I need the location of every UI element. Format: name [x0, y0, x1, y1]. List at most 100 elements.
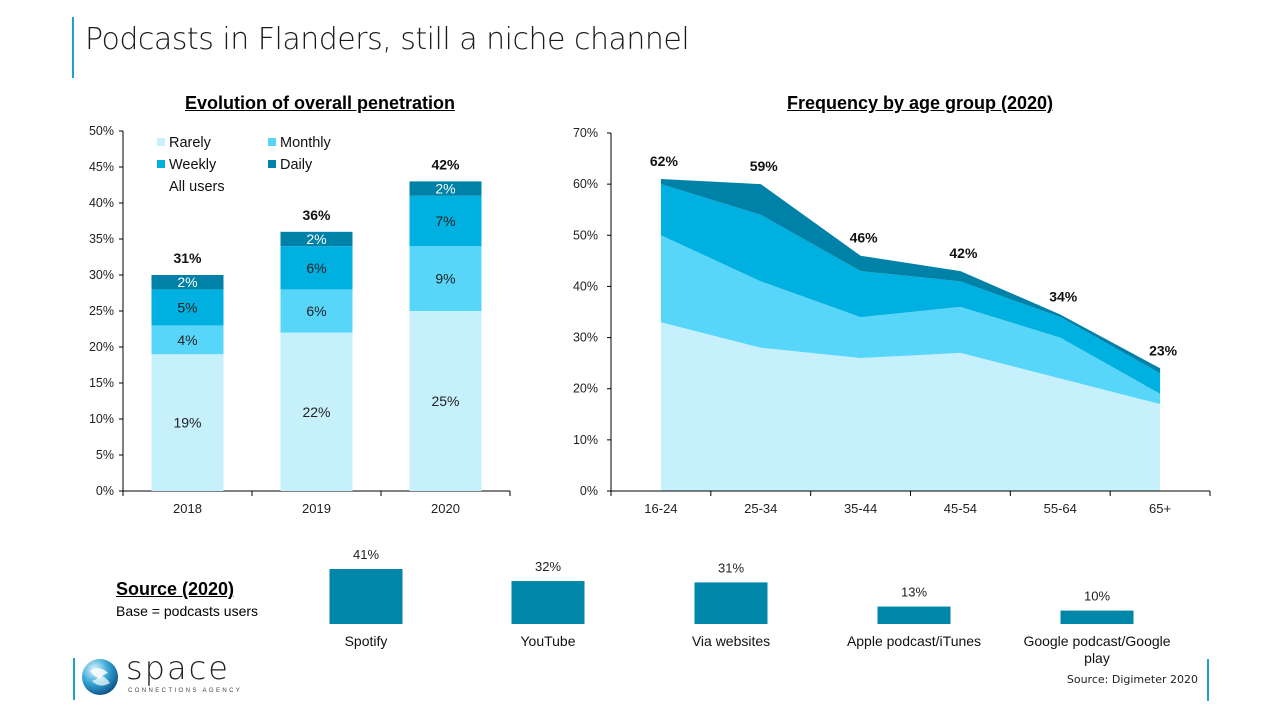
- y-tick-label: 10%: [89, 412, 114, 426]
- source-value-label: 13%: [901, 585, 927, 600]
- data-label: 9%: [435, 271, 455, 287]
- total-label: 42%: [431, 156, 460, 172]
- y-tick-label: 30%: [89, 268, 114, 282]
- y-tick-label: 20%: [573, 382, 598, 396]
- data-label: 22%: [302, 404, 330, 420]
- bar-segment-daily: [280, 231, 353, 247]
- globe-icon: [82, 659, 118, 695]
- total-label: 34%: [1049, 289, 1078, 305]
- age-chart-title: Frequency by age group (2020): [786, 93, 1054, 113]
- y-tick-label: 35%: [89, 232, 114, 246]
- source-bar: [1060, 610, 1134, 624]
- y-tick-label: 0%: [580, 484, 598, 498]
- source-section-title: Source (2020): [116, 579, 235, 599]
- footer-accent-line: [1207, 659, 1209, 701]
- total-label: 23%: [1149, 342, 1178, 358]
- source-category-label: YouTube: [520, 633, 575, 649]
- page-title: Podcasts in Flanders, still a niche chan…: [85, 22, 690, 57]
- data-label: 2%: [177, 274, 197, 290]
- space-logo: space CONNECTIONS AGENCY: [80, 649, 250, 700]
- total-label: 36%: [302, 207, 331, 223]
- total-label: 42%: [949, 245, 978, 261]
- bar-segment-monthly: [151, 325, 224, 355]
- source-bar: [329, 569, 403, 624]
- footer-source: Source: Digimeter 2020: [1066, 673, 1198, 686]
- source-bar: [877, 606, 951, 624]
- bar-segment-rarely: [151, 354, 224, 491]
- y-tick-label: 10%: [573, 433, 598, 447]
- x-tick-label: 2020: [431, 501, 460, 516]
- logo-accent-line: [73, 658, 75, 700]
- area-monthly: [660, 235, 1161, 405]
- bar-segment-daily: [409, 181, 482, 196]
- y-tick-label: 45%: [89, 160, 114, 174]
- source-category-label: Spotify: [345, 633, 388, 649]
- source-section-base: Base = podcasts users: [116, 603, 259, 619]
- y-tick-label: 5%: [96, 448, 114, 462]
- data-label: 2%: [435, 181, 455, 197]
- title-accent-line: [72, 17, 74, 78]
- legend-label: Monthly: [280, 135, 332, 151]
- total-label: 46%: [850, 230, 879, 246]
- y-tick-label: 0%: [96, 484, 114, 498]
- x-tick-label: 35-44: [844, 501, 877, 516]
- source-category-label: Apple podcast/iTunes: [847, 633, 981, 649]
- x-tick-label: 16-24: [644, 501, 677, 516]
- source-value-label: 10%: [1084, 589, 1110, 604]
- bar-segment-weekly: [151, 289, 224, 326]
- legend-swatch-weekly: [157, 160, 165, 168]
- y-tick-label: 40%: [573, 279, 598, 293]
- data-label: 25%: [431, 393, 459, 409]
- bar-segment-rarely: [280, 332, 353, 491]
- y-tick-label: 70%: [573, 126, 598, 140]
- legend-swatch-rarely: [157, 138, 165, 146]
- y-tick-label: 50%: [89, 124, 114, 138]
- x-tick-label: 25-34: [744, 501, 777, 516]
- legend-swatch-daily: [268, 160, 276, 168]
- y-tick-label: 25%: [89, 304, 114, 318]
- y-tick-label: 40%: [89, 196, 114, 210]
- source-category-label: Via websites: [692, 633, 770, 649]
- legend-label: Weekly: [169, 157, 217, 173]
- legend-label: Rarely: [169, 135, 212, 151]
- legend-label: All users: [169, 179, 225, 195]
- data-label: 7%: [435, 213, 455, 229]
- source-category-label: play: [1084, 650, 1110, 666]
- source-bar: [694, 582, 768, 624]
- x-tick-label: 2019: [302, 501, 331, 516]
- bar-segment-monthly: [280, 289, 353, 333]
- x-tick-label: 2018: [173, 501, 202, 516]
- source-category-label: Google podcast/Google: [1023, 633, 1170, 649]
- legend-label: Daily: [280, 157, 313, 173]
- source-value-label: 31%: [718, 560, 744, 575]
- y-tick-label: 20%: [89, 340, 114, 354]
- total-label: 62%: [650, 153, 679, 169]
- data-label: 6%: [306, 260, 326, 276]
- bar-segment-rarely: [409, 311, 482, 491]
- total-label: 59%: [750, 158, 779, 174]
- logo-tagline: CONNECTIONS AGENCY: [128, 688, 243, 694]
- x-tick-label: 65+: [1149, 501, 1171, 516]
- area-weekly: [660, 184, 1161, 394]
- data-label: 19%: [173, 415, 201, 431]
- bar-segment-monthly: [409, 246, 482, 311]
- bar-segment-daily: [151, 275, 224, 290]
- area-daily: [660, 179, 1161, 374]
- source-value-label: 41%: [353, 547, 379, 562]
- data-label: 5%: [177, 299, 197, 315]
- x-tick-label: 55-64: [1044, 501, 1077, 516]
- legend-swatch-monthly: [268, 138, 276, 146]
- total-label: 31%: [173, 250, 202, 266]
- y-tick-label: 15%: [89, 376, 114, 390]
- bar-segment-weekly: [409, 195, 482, 247]
- y-tick-label: 30%: [573, 331, 598, 345]
- logo-wordmark: space: [126, 649, 230, 687]
- x-tick-label: 45-54: [944, 501, 977, 516]
- data-label: 4%: [177, 332, 197, 348]
- y-tick-label: 60%: [573, 177, 598, 191]
- source-value-label: 32%: [535, 559, 561, 574]
- penetration-chart-title: Evolution of overall penetration: [184, 93, 456, 113]
- data-label: 6%: [306, 303, 326, 319]
- area-rarely: [660, 322, 1161, 491]
